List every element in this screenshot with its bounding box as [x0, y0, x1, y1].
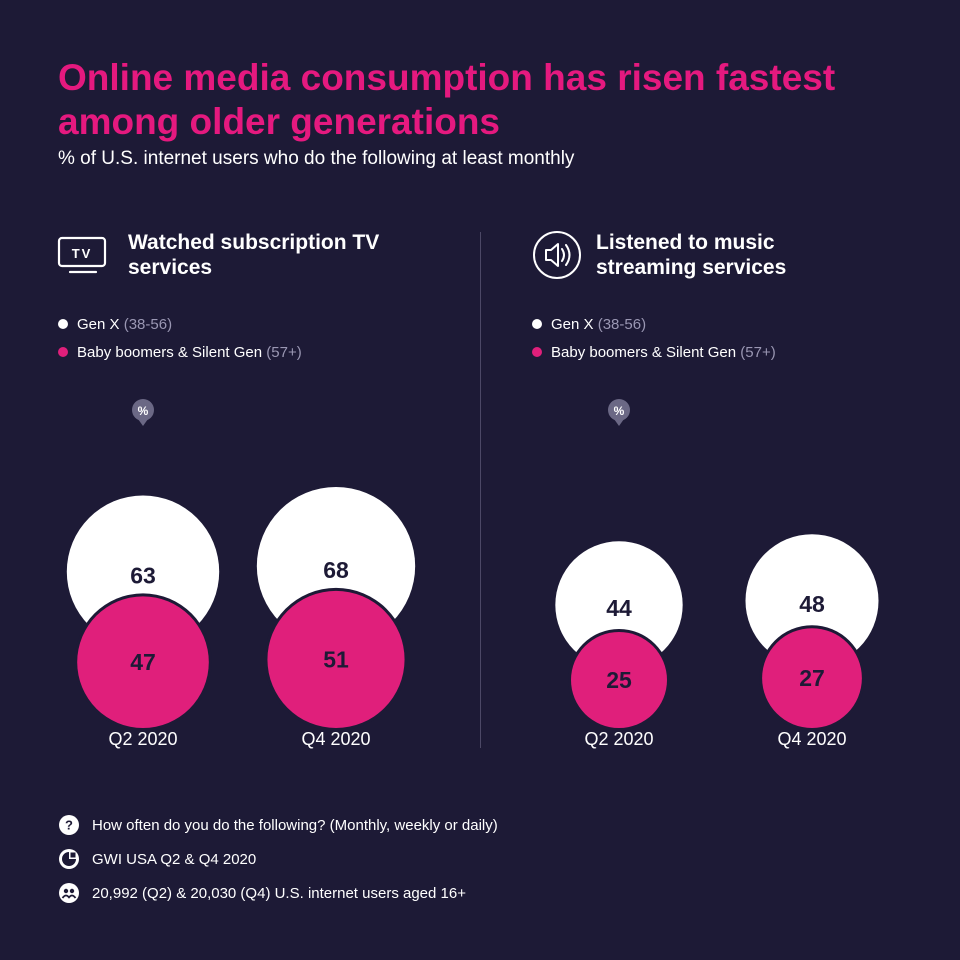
- legend-item-boomers: Baby boomers & Silent Gen (57+): [58, 338, 302, 366]
- bubble-boomers: [762, 628, 862, 728]
- bubble-boomers: [77, 596, 209, 728]
- legend-label: Gen X: [551, 315, 594, 333]
- question-icon: ?: [59, 815, 79, 835]
- legend-age: (57+): [740, 343, 776, 361]
- legend-age: (38-56): [123, 315, 173, 333]
- legend-item-boomers: Baby boomers & Silent Gen (57+): [532, 338, 776, 366]
- legend-dot-genx: [58, 319, 68, 329]
- value-label-boomers: 25: [606, 667, 632, 693]
- footer-source-text: GWI USA Q2 & Q4 2020: [92, 850, 257, 868]
- legend-dot-genx: [532, 319, 542, 329]
- footer-source: GWI USA Q2 & Q4 2020: [58, 842, 498, 876]
- speaker-icon: [533, 231, 581, 279]
- bubble-chart-tv: 63 47 Q2 2020% 68 51 Q4 2020: [66, 399, 416, 749]
- legend-age: (38-56): [597, 315, 647, 333]
- bubble-genx: [555, 541, 683, 669]
- legend-label: Baby boomers & Silent Gen: [551, 343, 737, 361]
- tv-icon: TV: [57, 236, 107, 274]
- footer-sample-text: 20,992 (Q2) & 20,030 (Q4) U.S. internet …: [92, 884, 466, 902]
- legend: Gen X (38-56) Baby boomers & Silent Gen …: [58, 310, 302, 366]
- percent-marker-label: %: [614, 404, 625, 418]
- bubble-chart-music: 44 25 Q2 2020% 48 27 Q4 2020: [555, 399, 879, 749]
- footer: ? How often do you do the following? (Mo…: [58, 808, 498, 910]
- chart-title: Online media consumption has risen faste…: [58, 57, 836, 142]
- legend: Gen X (38-56) Baby boomers & Silent Gen …: [532, 310, 776, 366]
- footer-question-text: How often do you do the following? (Mont…: [92, 816, 498, 834]
- category-label: Q2 2020: [108, 729, 177, 749]
- svg-text:TV: TV: [72, 246, 93, 261]
- value-label-genx: 44: [606, 595, 632, 621]
- value-label-boomers: 27: [799, 665, 825, 691]
- value-label-genx: 63: [130, 563, 156, 589]
- legend-item-genx: Gen X (38-56): [532, 310, 776, 338]
- category-label: Q4 2020: [301, 729, 370, 749]
- panel-title: Listened to music streaming services: [596, 231, 787, 279]
- bubble-boomers: [267, 590, 405, 728]
- legend-item-genx: Gen X (38-56): [58, 310, 302, 338]
- panel-title: Watched subscription TV services: [128, 231, 380, 279]
- chart-subtitle: % of U.S. internet users who do the foll…: [58, 148, 575, 169]
- category-label: Q2 2020: [584, 729, 653, 749]
- percent-marker: [608, 399, 630, 421]
- panel-subscription-tv: TV Watched subscription TV services Gen …: [0, 228, 420, 768]
- gwi-logo-icon: [59, 849, 79, 869]
- legend-dot-boomers: [58, 347, 68, 357]
- bubble-genx: [745, 534, 879, 668]
- category-label: Q4 2020: [777, 729, 846, 749]
- value-label-genx: 68: [323, 557, 349, 583]
- value-label-boomers: 47: [130, 649, 156, 675]
- percent-marker-pointer: [138, 419, 148, 426]
- value-label-genx: 48: [799, 591, 825, 617]
- people-icon: [59, 883, 79, 903]
- panel-music-streaming: Listened to music streaming services Gen…: [480, 228, 900, 768]
- footer-sample: 20,992 (Q2) & 20,030 (Q4) U.S. internet …: [58, 876, 498, 910]
- bubble-boomers: [571, 632, 667, 728]
- value-label-boomers: 51: [323, 646, 349, 672]
- percent-marker: [132, 399, 154, 421]
- panel-divider: [480, 232, 481, 748]
- legend-label: Gen X: [77, 315, 120, 333]
- legend-age: (57+): [266, 343, 302, 361]
- svg-text:?: ?: [65, 818, 73, 833]
- footer-question: ? How often do you do the following? (Mo…: [58, 808, 498, 842]
- percent-marker-label: %: [138, 404, 149, 418]
- percent-marker-pointer: [614, 419, 624, 426]
- legend-label: Baby boomers & Silent Gen: [77, 343, 263, 361]
- legend-dot-boomers: [532, 347, 542, 357]
